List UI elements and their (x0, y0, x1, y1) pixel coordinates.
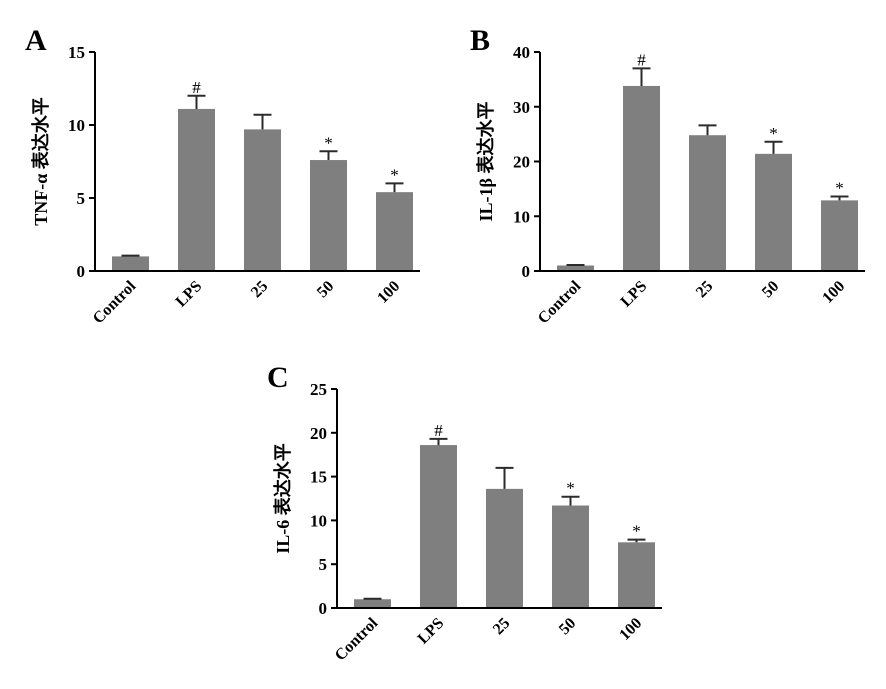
y-tick-label: 5 (77, 189, 86, 208)
y-tick-label: 15 (310, 468, 327, 487)
bar (420, 445, 457, 608)
chart-c-svg: C IL-6 表达水平 Control # LPS 25 * 50 * 100 0 5 10 15 20 25 (267, 361, 662, 664)
error-bar (121, 254, 140, 257)
y-axis-title: TNF-α 表达水平 (30, 97, 51, 226)
y-tick-label: 5 (319, 555, 328, 574)
x-tick-label: LPS (415, 615, 448, 648)
bar (618, 542, 655, 608)
y-tick-label: 0 (319, 599, 328, 618)
chart-a-svg: A TNF-α 表达水平 Control # LPS 25 * 50 * 100 0 5 10 15 (25, 24, 420, 327)
bar (486, 488, 523, 608)
significance-mark: # (434, 421, 443, 440)
error-bar (495, 466, 514, 489)
bar (821, 200, 858, 271)
y-tick-label: 10 (68, 116, 85, 135)
x-tick-label: 50 (314, 278, 337, 301)
bar (623, 85, 660, 271)
x-tick-label: Control (535, 277, 585, 327)
bar (244, 129, 281, 271)
x-tick-label: 100 (819, 278, 848, 307)
significance-mark: * (324, 133, 333, 152)
y-tick-label: 10 (513, 207, 530, 226)
panel-letter: A (25, 24, 47, 57)
x-tick-label: 25 (490, 615, 513, 638)
y-tick-label: 30 (513, 98, 530, 117)
x-tick-label: 100 (616, 615, 645, 644)
y-tick-label: 0 (77, 262, 86, 281)
error-bar (632, 67, 651, 86)
y-tick-label: 20 (513, 153, 530, 172)
x-tick-label: 25 (693, 278, 716, 301)
bar (689, 135, 726, 271)
bar (552, 505, 589, 608)
error-bar (627, 538, 646, 543)
error-bar (698, 124, 717, 136)
error-bar (830, 195, 849, 201)
error-bar (561, 495, 580, 506)
chart-b-svg: B IL-1β 表达水平 Control # LPS 25 * 50 * 100 0 10 20 30 40 (470, 24, 865, 327)
significance-mark: * (632, 522, 641, 541)
error-bar (253, 113, 272, 130)
significance-mark: * (390, 165, 399, 184)
significance-mark: # (192, 78, 201, 97)
x-tick-label: LPS (618, 278, 651, 311)
bar (557, 265, 594, 271)
x-tick-label: 50 (759, 278, 782, 301)
y-axis-title: IL-1β 表达水平 (475, 102, 496, 222)
bar (178, 108, 215, 271)
y-tick-label: 40 (513, 43, 530, 62)
bar (755, 153, 792, 271)
bar (310, 160, 347, 271)
x-tick-label: LPS (173, 278, 206, 311)
y-tick-label: 20 (310, 424, 327, 443)
significance-mark: * (835, 179, 844, 198)
bar (112, 256, 149, 271)
x-tick-label: Control (332, 614, 382, 664)
panel-letter: C (267, 361, 289, 394)
x-tick-label: Control (90, 277, 140, 327)
x-tick-label: 50 (556, 615, 579, 638)
y-axis-title: IL-6 表达水平 (272, 443, 293, 554)
error-bar (566, 263, 585, 266)
error-bar (429, 437, 448, 446)
y-tick-label: 15 (68, 43, 85, 62)
chart-panel-a: A TNF-α 表达水平 Control # LPS 25 * 50 * 100 0 5 10 15 (20, 15, 440, 345)
bar (354, 599, 391, 608)
y-tick-label: 0 (522, 262, 531, 281)
significance-mark: * (566, 479, 575, 498)
chart-panel-c: C IL-6 表达水平 Control # LPS 25 * 50 * 100 0 5 10 15 20 25 (262, 352, 682, 682)
panel-letter: B (470, 24, 490, 57)
error-bar (187, 94, 206, 109)
y-tick-label: 25 (310, 380, 327, 399)
bar (376, 192, 413, 271)
significance-mark: # (637, 50, 646, 69)
error-bar (385, 182, 404, 193)
error-bar (764, 140, 783, 154)
error-bar (319, 150, 338, 161)
x-tick-label: 100 (374, 278, 403, 307)
y-tick-label: 10 (310, 511, 327, 530)
chart-panel-b: B IL-1β 表达水平 Control # LPS 25 * 50 * 100 0 10 20 30 40 (465, 15, 885, 345)
x-tick-label: 25 (248, 278, 271, 301)
significance-mark: * (769, 124, 778, 143)
